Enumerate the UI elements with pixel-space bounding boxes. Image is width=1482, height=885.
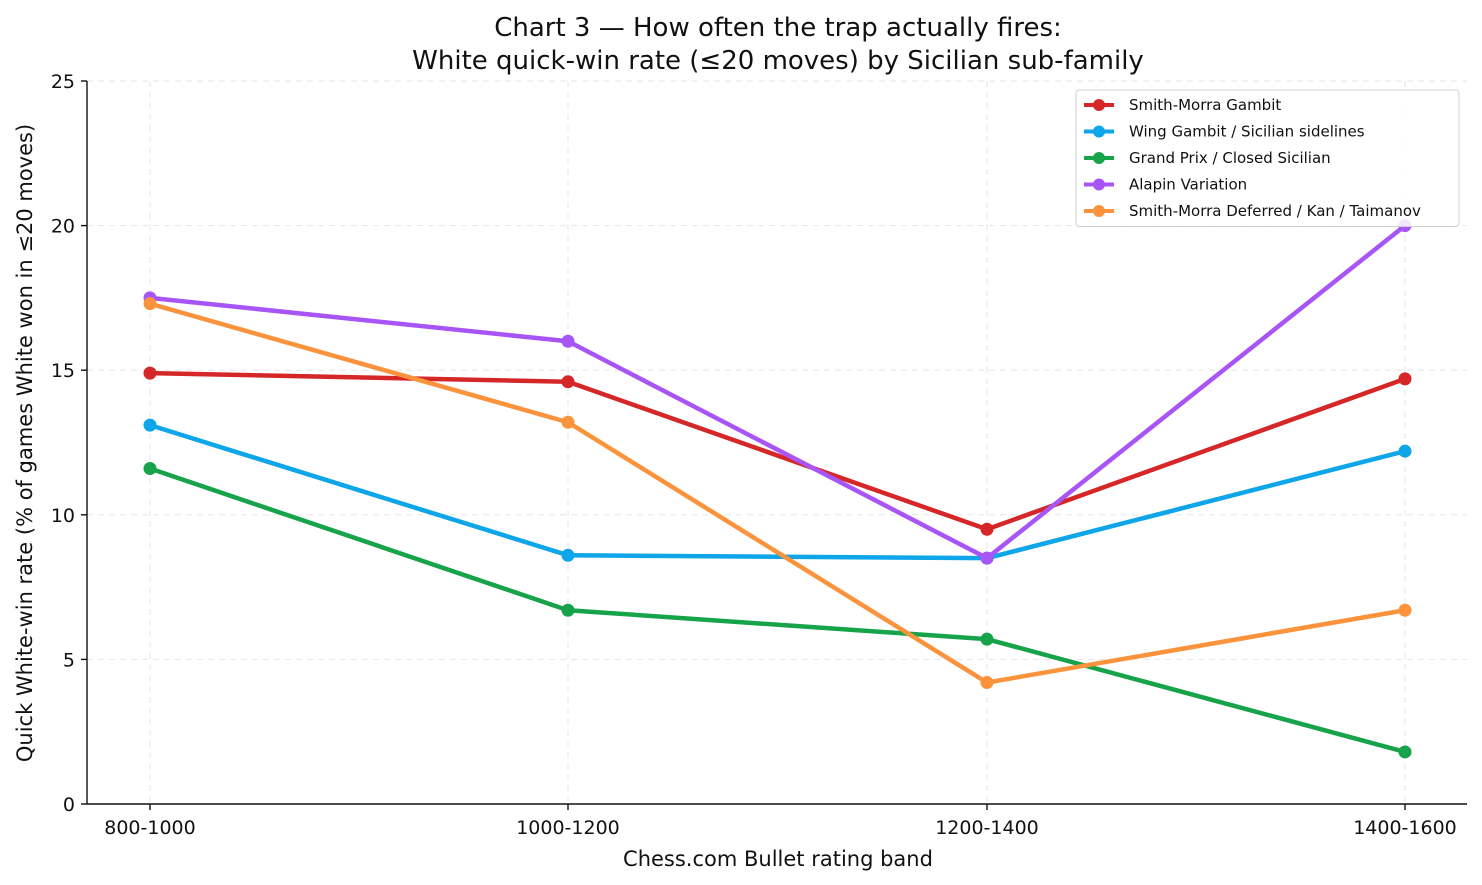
series-lines [143,219,1412,759]
data-point [1398,745,1412,759]
legend-item: Smith-Morra Gambit [1084,96,1281,114]
series-2 [143,462,1412,759]
series-1 [143,418,1412,565]
data-point [143,418,157,432]
y-axis-label: Quick White-win rate (% of games White w… [13,124,37,762]
data-point [1398,444,1412,458]
series-line [147,223,1408,561]
series-3 [143,219,1412,565]
legend-item: Alapin Variation [1084,176,1247,194]
x-tick-label: 1000-1200 [516,817,620,839]
data-point [1398,603,1412,617]
data-point [143,366,157,380]
legend-box [1075,89,1460,227]
data-point [980,632,994,646]
series-4 [143,297,1412,690]
legend-label: Alapin Variation [1129,176,1247,194]
series-line [147,422,1408,561]
legend-swatch-marker [1093,178,1105,191]
x-axis-label: Chess.com Bullet rating band [623,847,933,871]
data-point [143,462,157,476]
y-tick-label: 20 [51,216,75,238]
legend-item: Smith-Morra Deferred / Kan / Taimanov [1084,202,1421,220]
y-tick-label: 10 [51,505,75,527]
legend-label: Grand Prix / Closed Sicilian [1129,149,1331,167]
series-line [147,370,1408,532]
y-tick-label: 25 [51,71,75,93]
legend-swatch-marker [1093,125,1105,138]
series-0 [143,366,1412,536]
x-tick-label: 1200-1400 [935,817,1039,839]
legend-label: Smith-Morra Gambit [1129,96,1281,114]
legend-item: Wing Gambit / Sicilian sidelines [1084,123,1365,141]
legend-swatch-marker [1093,152,1105,164]
series-line [147,466,1408,755]
legend-item: Grand Prix / Closed Sicilian [1084,149,1331,167]
data-point [1398,372,1412,386]
legend: Smith-Morra Gambit Wing Gambit / Sicilian… [1075,89,1460,227]
y-tick-label: 15 [51,360,75,382]
data-point [561,415,575,429]
x-tick-label: 1400-1600 [1353,817,1457,839]
series-line [147,301,1408,685]
legend-swatch-marker [1093,99,1105,111]
data-point [561,548,575,562]
data-point [980,676,994,690]
data-point [980,551,994,565]
chart-title: Chart 3 — How often the trap actually fi… [494,13,1062,43]
axes: 0 5 10 15 20 25 800-1000 1000-1200 1200-1400 1400… [51,71,1467,839]
data-point [561,375,575,389]
legend-swatch-marker [1093,205,1105,217]
y-tick-label: 0 [63,794,75,816]
y-tick-label: 5 [63,649,75,671]
legend-label: Wing Gambit / Sicilian sidelines [1129,123,1365,141]
data-point [980,522,994,536]
legend-label: Smith-Morra Deferred / Kan / Taimanov [1129,202,1421,220]
data-point [561,334,575,348]
data-point [143,297,157,311]
x-tick-label: 800-1000 [104,817,195,839]
data-point [561,603,575,617]
chart-subtitle: White quick-win rate (≤20 moves) by Sici… [412,46,1144,76]
